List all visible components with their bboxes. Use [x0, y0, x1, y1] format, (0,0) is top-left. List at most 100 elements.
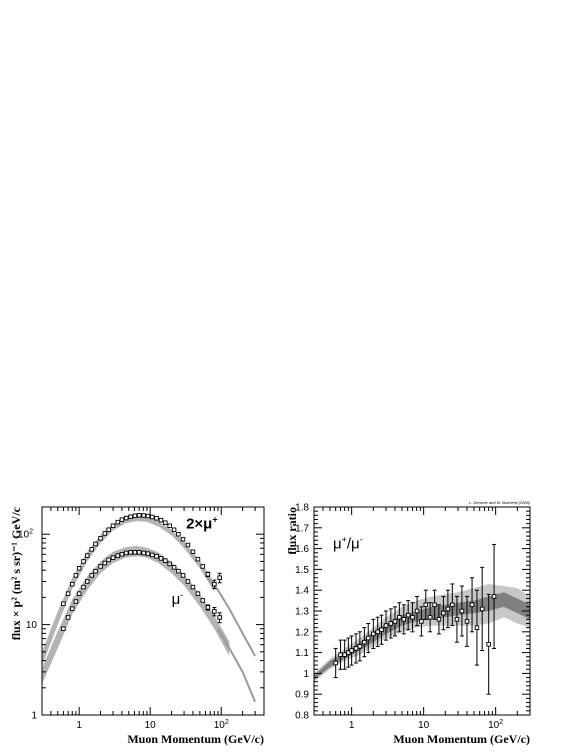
y-tick-label: 0.8 — [295, 711, 309, 722]
data-point — [176, 531, 181, 537]
y-tick-label: 1.2 — [295, 627, 309, 638]
data-point — [445, 606, 451, 612]
data-point — [200, 564, 206, 569]
data-point — [76, 566, 82, 571]
y-tick-exponent: 2 — [29, 529, 33, 536]
data-point — [150, 514, 155, 520]
data-point — [454, 617, 460, 622]
data-point — [73, 599, 79, 604]
data-point — [365, 635, 371, 641]
y-tick-label: 1.3 — [295, 607, 309, 618]
y-axis-label: flux × p² (m² s sr)⁻¹ GeV/c — [9, 506, 23, 640]
ratio-chart: 1 10 102 0.8 0.9 1 1.1 1.2 1.3 1.4 1.5 1.6 1.7 1.8 Muo… — [285, 500, 531, 746]
x-axis-label: Muon Momentum (GeV/c) — [393, 732, 530, 746]
data-point — [388, 621, 394, 626]
data-point — [84, 579, 90, 584]
data-point — [491, 594, 497, 599]
data-point — [171, 565, 177, 570]
data-point — [414, 608, 420, 614]
x-tick-label: 1 — [76, 720, 82, 731]
data-point — [102, 560, 108, 566]
data-point — [392, 619, 398, 624]
y-tick-label: 1 — [303, 669, 309, 680]
data-point — [342, 652, 347, 657]
x-tick-label: 10 — [145, 720, 157, 731]
credit-text: L. Derome and M. Buenerd (2006) — [469, 500, 531, 505]
data-point — [93, 568, 98, 574]
data-point — [167, 523, 172, 529]
data-point — [98, 536, 103, 541]
data-point — [163, 520, 168, 525]
y-tick-label: 10 — [26, 620, 38, 631]
y-tick-label: 1.5 — [295, 565, 309, 576]
data-point — [110, 523, 116, 529]
y-tick-label: 1 — [31, 711, 37, 722]
data-point — [110, 555, 116, 560]
data-point — [141, 513, 146, 518]
data-point — [145, 513, 151, 519]
tail-minus — [217, 628, 257, 703]
data-point — [150, 552, 155, 558]
data-point — [132, 513, 138, 519]
data-point — [217, 575, 222, 580]
x-tick-label: 10 — [418, 720, 430, 731]
data-point — [180, 573, 186, 578]
data-point — [353, 646, 359, 651]
annotation: 2×μ+ — [186, 515, 218, 533]
data-point — [171, 527, 177, 533]
data-point — [486, 642, 491, 647]
y-tick-label: 1.1 — [295, 648, 309, 659]
data-point — [397, 614, 402, 620]
plot-area — [42, 513, 257, 703]
data-point — [154, 554, 159, 559]
data-point — [190, 549, 196, 554]
data-point — [469, 602, 475, 608]
data-point — [212, 609, 217, 614]
data-point — [338, 652, 343, 657]
data-point — [185, 579, 191, 584]
data-point — [119, 517, 125, 522]
data-point — [136, 513, 142, 518]
data-point — [61, 626, 66, 631]
data-point — [141, 550, 146, 556]
data-point — [61, 601, 66, 607]
data-point — [132, 550, 138, 555]
data-point — [405, 612, 411, 618]
data-point — [163, 558, 168, 563]
y-tick-label: 1.8 — [295, 503, 309, 514]
x-tick-label: 102 — [214, 719, 229, 731]
y-tick-label: 1.7 — [295, 523, 309, 534]
data-point — [176, 568, 181, 574]
data-point — [102, 531, 108, 536]
data-point — [205, 572, 211, 577]
data-point — [371, 631, 376, 637]
data-point — [333, 660, 338, 666]
data-point — [479, 606, 485, 612]
data-point — [128, 514, 133, 520]
data-point — [190, 584, 196, 590]
data-point — [180, 536, 186, 542]
data-point — [185, 542, 191, 548]
data-point — [158, 556, 164, 561]
y-tick-label: 1.6 — [295, 544, 309, 555]
data-point — [362, 639, 367, 645]
plot-area — [314, 543, 530, 695]
y-tick-label: 1.4 — [295, 586, 309, 597]
annotation-sup: + — [342, 535, 347, 545]
data-point — [419, 619, 424, 624]
y-tick-label: 0.9 — [295, 690, 309, 701]
data-point — [123, 550, 129, 556]
data-point — [375, 629, 380, 635]
data-point — [195, 556, 201, 562]
x-tick-exponent: 2 — [499, 719, 503, 726]
data-point — [81, 584, 86, 590]
data-point — [441, 610, 446, 616]
data-point — [115, 519, 121, 525]
data-point — [119, 552, 125, 557]
data-point — [123, 515, 129, 521]
data-point — [383, 623, 389, 628]
data-point — [474, 625, 480, 630]
data-point — [349, 648, 354, 653]
data-point — [65, 615, 71, 620]
data-point — [450, 602, 455, 608]
